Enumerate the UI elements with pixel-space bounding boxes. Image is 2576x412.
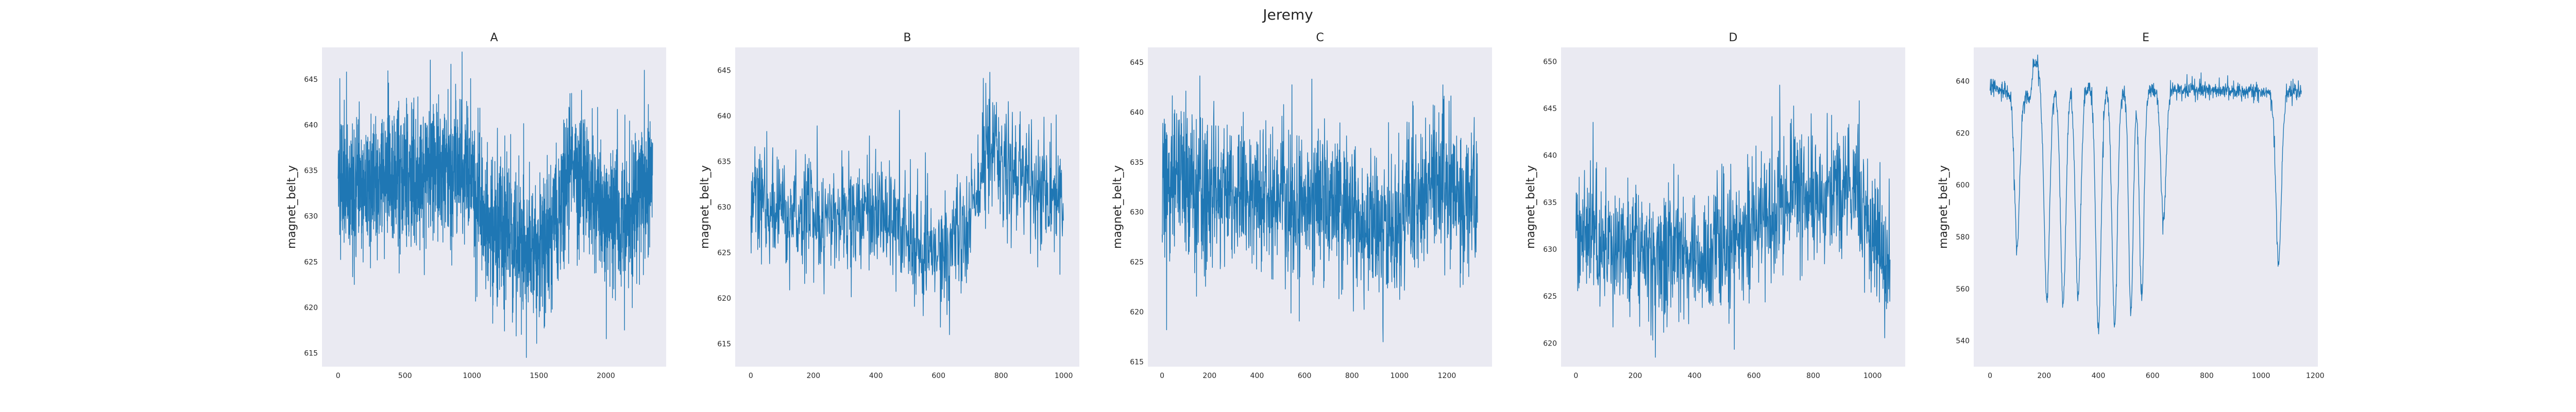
plot-area: [735, 47, 1079, 367]
y-tick-label: 630: [717, 203, 731, 212]
x-tick-label: 600: [1747, 372, 1761, 380]
y-tick-label: 635: [717, 158, 731, 166]
x-tick-label: 600: [2146, 372, 2160, 380]
x-tick-label: 200: [2037, 372, 2051, 380]
y-tick-label: 635: [304, 167, 318, 175]
x-tick-label: 1000: [2252, 372, 2270, 380]
y-tick-label: 615: [304, 349, 318, 357]
y-axis-label: magnet_belt_y: [285, 165, 298, 249]
x-tick-label: 400: [1688, 372, 1702, 380]
y-tick-label: 625: [717, 249, 731, 258]
x-tick-label: 200: [1629, 372, 1642, 380]
y-tick-label: 630: [304, 213, 318, 221]
x-tick-label: 1200: [1438, 372, 1456, 380]
x-tick-label: 800: [1345, 372, 1359, 380]
y-tick-label: 640: [1956, 78, 1970, 86]
y-tick-label: 600: [1956, 181, 1970, 190]
y-tick-label: 635: [1130, 159, 1144, 167]
x-tick-label: 1500: [530, 372, 548, 380]
x-tick-label: 0: [1988, 372, 1992, 380]
x-tick-label: 800: [994, 372, 1008, 380]
y-tick-label: 630: [1130, 209, 1144, 217]
y-axis-label: magnet_belt_y: [1524, 165, 1537, 249]
y-tick-label: 615: [717, 340, 731, 349]
y-tick-label: 640: [717, 112, 731, 121]
series-line: [750, 72, 1064, 335]
y-tick-label: 650: [1543, 58, 1557, 66]
x-tick-label: 500: [398, 372, 412, 380]
figure-suptitle: Jeremy: [1263, 6, 1313, 23]
y-tick-label: 620: [1956, 129, 1970, 138]
y-tick-label: 625: [1543, 293, 1557, 301]
y-tick-label: 615: [1130, 358, 1144, 366]
y-axis-label: magnet_belt_y: [1111, 165, 1124, 249]
x-tick-label: 800: [2200, 372, 2214, 380]
x-tick-label: 0: [1573, 372, 1578, 380]
x-tick-label: 1000: [1863, 372, 1882, 380]
x-tick-label: 400: [2092, 372, 2106, 380]
x-tick-label: 1000: [1391, 372, 1409, 380]
y-tick-label: 620: [1543, 339, 1557, 348]
series-line: [1575, 84, 1891, 358]
y-axis-label: magnet_belt_y: [1937, 165, 1950, 249]
subplot-title: A: [490, 31, 498, 44]
series-line: [1161, 75, 1478, 342]
series-line: [337, 52, 653, 358]
y-tick-label: 630: [1543, 246, 1557, 254]
y-tick-label: 625: [304, 258, 318, 266]
x-tick-label: 600: [931, 372, 945, 380]
y-tick-label: 540: [1956, 337, 1970, 346]
y-tick-label: 640: [304, 122, 318, 130]
y-axis-label: magnet_belt_y: [699, 165, 711, 249]
x-tick-label: 400: [1250, 372, 1264, 380]
x-tick-label: 200: [1202, 372, 1216, 380]
y-tick-label: 645: [1130, 59, 1144, 67]
y-tick-label: 640: [1130, 109, 1144, 117]
y-tick-label: 645: [1543, 105, 1557, 113]
y-tick-label: 580: [1956, 233, 1970, 242]
x-tick-label: 400: [869, 372, 883, 380]
subplot-title: C: [1316, 31, 1324, 44]
y-tick-label: 645: [717, 66, 731, 75]
x-tick-label: 800: [1806, 372, 1820, 380]
x-tick-label: 1200: [2306, 372, 2325, 380]
x-tick-label: 0: [336, 372, 341, 380]
y-tick-label: 645: [304, 76, 318, 84]
x-tick-label: 1000: [463, 372, 481, 380]
y-tick-label: 635: [1543, 199, 1557, 207]
x-tick-label: 200: [806, 372, 820, 380]
x-tick-label: 0: [1160, 372, 1164, 380]
x-tick-label: 600: [1298, 372, 1312, 380]
y-tick-label: 625: [1130, 259, 1144, 267]
y-tick-label: 620: [304, 304, 318, 312]
subplot-title: E: [2142, 31, 2149, 44]
y-tick-label: 620: [717, 295, 731, 303]
series-line: [1989, 54, 2302, 335]
y-tick-label: 620: [1130, 308, 1144, 316]
subplot-title: B: [903, 31, 911, 44]
x-tick-label: 0: [749, 372, 753, 380]
y-tick-label: 640: [1543, 152, 1557, 160]
subplot-title: D: [1729, 31, 1738, 44]
x-tick-label: 1000: [1055, 372, 1073, 380]
y-tick-label: 560: [1956, 285, 1970, 294]
x-tick-label: 2000: [597, 372, 615, 380]
plot-area: [1974, 47, 2318, 367]
